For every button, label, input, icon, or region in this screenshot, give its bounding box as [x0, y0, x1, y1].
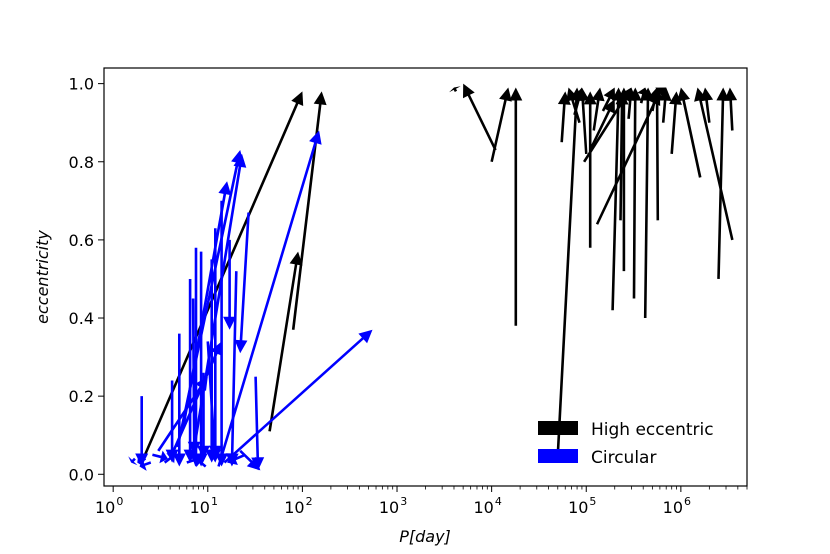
x-tick-label: 104 — [473, 495, 501, 517]
x-tick-label: 100 — [95, 495, 123, 517]
arrow-high-eccentric — [557, 91, 571, 143]
arrow-circular — [215, 200, 229, 467]
arrow-circular — [168, 341, 223, 460]
arrow-high-eccentric — [601, 87, 616, 112]
arrow-circular — [189, 247, 203, 467]
arrow-high-eccentric — [615, 91, 629, 221]
legend-label-circular: Circular — [591, 448, 656, 468]
x-tick-label: 101 — [190, 495, 218, 517]
y-tick-label: 0.6 — [69, 231, 94, 250]
arrow-circular — [223, 329, 373, 464]
arrow-circular — [135, 396, 149, 467]
y-tick-label: 0.0 — [69, 465, 94, 484]
legend-label-high-eccentric: High eccentric — [591, 420, 714, 440]
legend-swatch-circular — [538, 449, 578, 463]
arrow-layer — [128, 83, 738, 471]
x-tick-exponent: 4 — [495, 495, 502, 508]
arrow-circular — [152, 450, 168, 464]
x-tick-exponent: 3 — [400, 495, 407, 508]
y-tick-label: 0.2 — [69, 387, 94, 406]
arrow-high-eccentric — [716, 87, 730, 279]
arrow-high-eccentric — [490, 87, 512, 162]
arrow-circular — [172, 333, 186, 467]
y-tick-label: 1.0 — [69, 75, 94, 94]
arrow-high-eccentric — [649, 87, 667, 101]
y-tick-label: 0.8 — [69, 153, 94, 172]
x-tick-label: 106 — [663, 495, 691, 517]
arrow-high-eccentric — [637, 87, 650, 104]
arrow-circular — [217, 130, 322, 467]
arrow-high-eccentric — [669, 91, 682, 154]
arrow-high-eccentric — [291, 91, 327, 330]
x-tick-exponent: 1 — [211, 495, 218, 508]
arrow-high-eccentric — [268, 251, 303, 432]
arrow-circular — [165, 380, 179, 463]
arrow-circular — [194, 251, 208, 467]
x-tick-exponent: 6 — [684, 495, 691, 508]
arrow-high-eccentric — [658, 87, 672, 123]
arrow-high-eccentric — [583, 91, 597, 248]
arrow-circular — [234, 212, 250, 354]
x-tick-label: 103 — [379, 495, 407, 517]
arrow-high-eccentric — [556, 87, 583, 455]
arrow-circular — [186, 454, 199, 467]
arrow-circular — [139, 458, 152, 471]
arrow-high-eccentric — [617, 87, 631, 272]
arrow-high-eccentric — [700, 87, 714, 123]
arrow-circular — [157, 376, 208, 452]
arrow-high-eccentric — [641, 87, 655, 318]
arrow-high-eccentric — [694, 87, 734, 241]
arrow-high-eccentric — [650, 87, 664, 221]
arrow-circular — [196, 457, 207, 468]
arrow-high-eccentric — [591, 87, 605, 131]
legend: High eccentric Circular — [538, 420, 714, 468]
arrow-high-eccentric — [566, 87, 581, 124]
y-tick-label: 0.4 — [69, 309, 94, 328]
arrow-high-eccentric — [509, 87, 523, 326]
arrow-circular — [208, 228, 222, 459]
x-tick-exponent: 0 — [116, 495, 123, 508]
x-tick-exponent: 5 — [589, 495, 596, 508]
arrow-high-eccentric — [576, 87, 590, 154]
arrow-high-eccentric — [611, 87, 625, 311]
arrow-high-eccentric — [628, 87, 642, 299]
arrow-circular — [183, 279, 197, 463]
arrow-high-eccentric — [623, 87, 637, 119]
arrow-circular — [197, 372, 210, 459]
arrow-circular — [251, 376, 265, 471]
arrow-circular — [225, 271, 239, 467]
x-tick-exponent: 2 — [306, 495, 313, 508]
arrow-circular — [206, 341, 221, 463]
arrow-high-eccentric — [463, 83, 497, 151]
arrow-high-eccentric — [677, 87, 702, 178]
arrow-circular — [187, 298, 201, 455]
arrow-circular — [128, 456, 138, 466]
x-tick-label: 105 — [568, 495, 596, 517]
arrow-high-eccentric — [589, 99, 615, 151]
arrow-circular — [223, 239, 237, 330]
x-axis-label: P[day] — [399, 527, 451, 546]
y-axis-label: eccentricity — [33, 230, 52, 324]
arrow-high-eccentric — [724, 87, 738, 131]
arrow-high-eccentric — [595, 91, 661, 225]
x-tick-label: 102 — [284, 495, 312, 517]
legend-swatch-high-eccentric — [538, 421, 578, 435]
arrow-high-eccentric — [449, 86, 461, 93]
arrow-high-eccentric — [572, 87, 585, 116]
